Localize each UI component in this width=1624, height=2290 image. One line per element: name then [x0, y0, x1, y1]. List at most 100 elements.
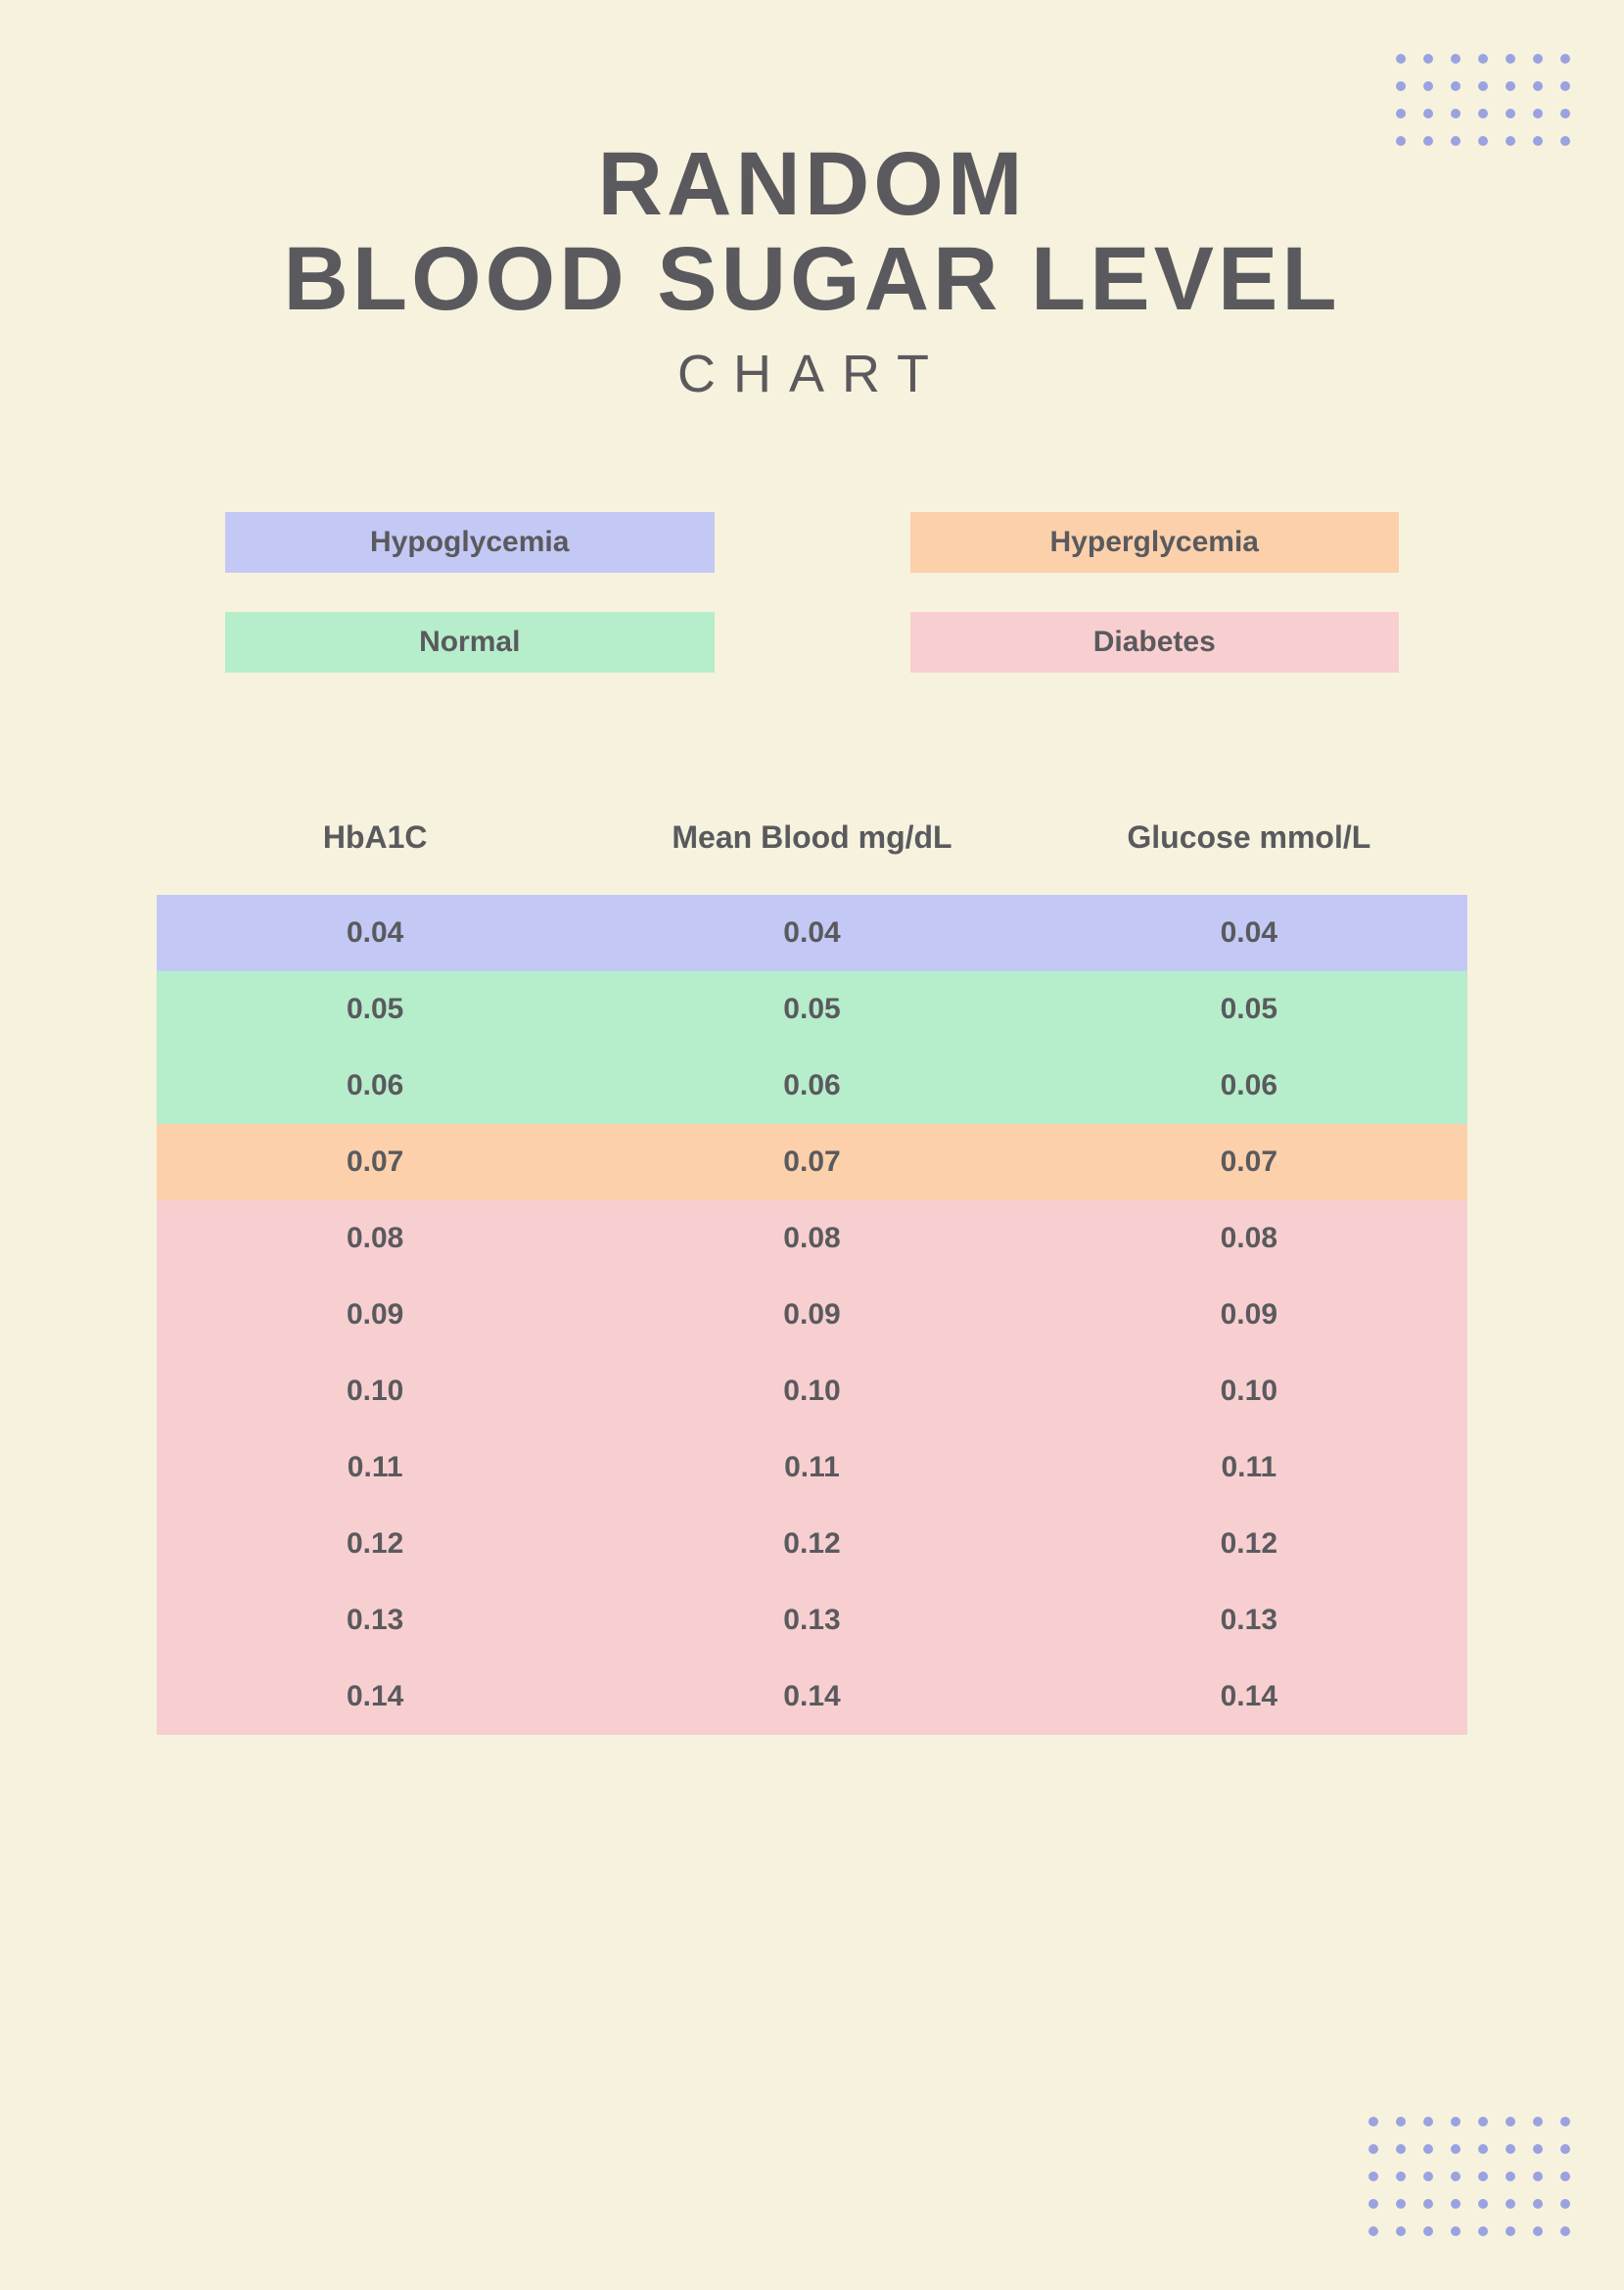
table-cell: 0.07 — [1031, 1145, 1467, 1179]
decor-dot — [1423, 109, 1433, 118]
table-cell: 0.14 — [1031, 1680, 1467, 1713]
decor-dot — [1560, 136, 1570, 146]
table-cell: 0.13 — [593, 1604, 1030, 1637]
decor-dot — [1478, 2226, 1488, 2236]
decor-dot — [1506, 2226, 1515, 2236]
table-cell: 0.10 — [593, 1375, 1030, 1408]
decor-dot — [1451, 2199, 1461, 2209]
decor-dot — [1533, 109, 1543, 118]
decor-dot — [1451, 2144, 1461, 2154]
table-row: 0.140.140.14 — [157, 1659, 1467, 1735]
decor-dot — [1478, 2199, 1488, 2209]
decor-dot — [1369, 2199, 1378, 2209]
decor-dot-grid-bottom — [1369, 2117, 1570, 2236]
decor-dot — [1451, 2226, 1461, 2236]
data-table: HbA1CMean Blood mg/dLGlucose mmol/L 0.04… — [157, 819, 1467, 1735]
page-container: RANDOM BLOOD SUGAR LEVEL CHART Hypoglyce… — [0, 0, 1624, 1735]
decor-dot — [1533, 2172, 1543, 2181]
table-row: 0.080.080.08 — [157, 1200, 1467, 1277]
legend-item-normal: Normal — [225, 612, 715, 673]
table-row: 0.120.120.12 — [157, 1506, 1467, 1582]
legend-item-label: Normal — [419, 626, 520, 659]
table-cell: 0.05 — [593, 993, 1030, 1026]
decor-dot — [1451, 136, 1461, 146]
decor-dot — [1506, 136, 1515, 146]
table-cell: 0.09 — [1031, 1298, 1467, 1332]
decor-dot — [1478, 109, 1488, 118]
decor-dot — [1478, 2172, 1488, 2181]
decor-dot — [1506, 54, 1515, 64]
table-cell: 0.08 — [157, 1222, 593, 1255]
table-cell: 0.08 — [1031, 1222, 1467, 1255]
decor-dot — [1396, 109, 1406, 118]
table-cell: 0.07 — [157, 1145, 593, 1179]
decor-dot — [1506, 2172, 1515, 2181]
table-cell: 0.12 — [157, 1527, 593, 1561]
table-row: 0.050.050.05 — [157, 971, 1467, 1048]
table-row: 0.100.100.10 — [157, 1353, 1467, 1429]
table-cell: 0.14 — [593, 1680, 1030, 1713]
decor-dot — [1423, 2144, 1433, 2154]
table-cell: 0.13 — [157, 1604, 593, 1637]
table-row: 0.130.130.13 — [157, 1582, 1467, 1659]
table-cell: 0.11 — [593, 1451, 1030, 1484]
decor-dot — [1396, 136, 1406, 146]
table-header-cell: Mean Blood mg/dL — [593, 819, 1030, 856]
table-cell: 0.07 — [593, 1145, 1030, 1179]
legend-item-label: Hyperglycemia — [1050, 526, 1259, 559]
table-header-row: HbA1CMean Blood mg/dLGlucose mmol/L — [157, 819, 1467, 895]
decor-dot — [1396, 2226, 1406, 2236]
decor-dot — [1560, 81, 1570, 91]
decor-dot — [1533, 2199, 1543, 2209]
table-cell: 0.09 — [157, 1298, 593, 1332]
decor-dot — [1478, 2144, 1488, 2154]
decor-dot — [1506, 81, 1515, 91]
table-row: 0.110.110.11 — [157, 1429, 1467, 1506]
table-cell: 0.10 — [1031, 1375, 1467, 1408]
decor-dot — [1423, 81, 1433, 91]
legend-item-diabetes: Diabetes — [910, 612, 1400, 673]
table-cell: 0.14 — [157, 1680, 593, 1713]
table-cell: 0.10 — [157, 1375, 593, 1408]
table-cell: 0.13 — [1031, 1604, 1467, 1637]
decor-dot — [1478, 2117, 1488, 2126]
decor-dot — [1533, 2226, 1543, 2236]
legend-item-label: Diabetes — [1093, 626, 1216, 659]
decor-dot — [1369, 2117, 1378, 2126]
decor-dot — [1478, 81, 1488, 91]
decor-dot — [1533, 81, 1543, 91]
decor-dot — [1396, 2144, 1406, 2154]
title-line-1: RANDOM — [157, 137, 1467, 232]
table-row: 0.060.060.06 — [157, 1048, 1467, 1124]
decor-dot — [1396, 54, 1406, 64]
decor-dot — [1533, 136, 1543, 146]
table-row: 0.040.040.04 — [157, 895, 1467, 971]
table-cell: 0.11 — [1031, 1451, 1467, 1484]
decor-dot — [1423, 2199, 1433, 2209]
title-block: RANDOM BLOOD SUGAR LEVEL CHART — [157, 137, 1467, 404]
decor-dot — [1451, 109, 1461, 118]
table-cell: 0.05 — [157, 993, 593, 1026]
decor-dot — [1369, 2144, 1378, 2154]
decor-dot — [1396, 81, 1406, 91]
table-header-cell: Glucose mmol/L — [1031, 819, 1467, 856]
decor-dot — [1533, 54, 1543, 64]
table-cell: 0.12 — [593, 1527, 1030, 1561]
decor-dot — [1560, 2172, 1570, 2181]
decor-dot — [1478, 136, 1488, 146]
legend-item-hyperglycemia: Hyperglycemia — [910, 512, 1400, 573]
decor-dot — [1451, 2172, 1461, 2181]
decor-dot — [1506, 109, 1515, 118]
decor-dot — [1451, 2117, 1461, 2126]
table-cell: 0.08 — [593, 1222, 1030, 1255]
decor-dot — [1423, 136, 1433, 146]
table-cell: 0.09 — [593, 1298, 1030, 1332]
decor-dot — [1423, 2226, 1433, 2236]
decor-dot — [1506, 2144, 1515, 2154]
decor-dot — [1369, 2172, 1378, 2181]
legend-item-hypoglycemia: Hypoglycemia — [225, 512, 715, 573]
decor-dot — [1478, 54, 1488, 64]
decor-dot — [1560, 2117, 1570, 2126]
decor-dot — [1560, 109, 1570, 118]
decor-dot — [1506, 2199, 1515, 2209]
